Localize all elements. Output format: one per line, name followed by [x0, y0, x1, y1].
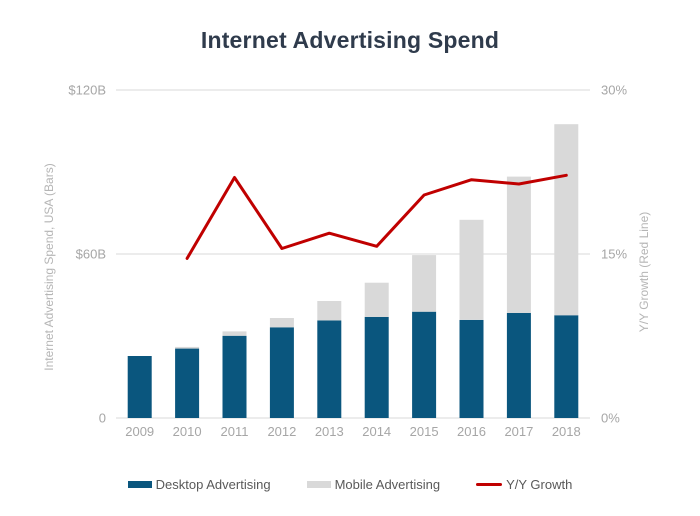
- right-axis-tick-30pct: 30%: [601, 83, 627, 98]
- left-axis-tick-60b: $60B: [76, 247, 106, 262]
- left-axis-tick-120b: $120B: [68, 83, 106, 98]
- x-tick-label-2009: 2009: [125, 424, 154, 439]
- bar-mobile-2013: [317, 301, 342, 321]
- bar-mobile-2014: [364, 282, 389, 317]
- growth-line: [185, 173, 568, 260]
- bar-series-group: [127, 124, 579, 418]
- bar-desktop-2016: [459, 319, 484, 418]
- bar-mobile-2016: [459, 219, 484, 320]
- bar-mobile-2018: [554, 124, 579, 316]
- right-axis-tick-0pct: 0%: [601, 411, 620, 426]
- bar-desktop-2012: [269, 327, 294, 418]
- x-tick-label-2018: 2018: [552, 424, 581, 439]
- left-axis-title: Internet Advertising Spend, USA (Bars): [42, 163, 56, 370]
- bar-mobile-2015: [412, 255, 437, 312]
- chart-title: Internet Advertising Spend: [200, 27, 500, 53]
- legend-item-mobile-advertising: Mobile Advertising: [306, 477, 441, 492]
- legend-label-desktop: Desktop Advertising: [155, 477, 271, 492]
- x-tick-label-2011: 2011: [221, 424, 249, 439]
- legend: Desktop Advertising Mobile Advertising Y…: [0, 477, 700, 492]
- right-axis-title: Y/Y Growth (Red Line): [637, 212, 651, 333]
- legend-label-growth: Y/Y Growth: [506, 477, 573, 492]
- right-axis-tick-15pct: 15%: [601, 247, 627, 262]
- x-tick-label-2016: 2016: [457, 424, 486, 439]
- bar-desktop-2014: [364, 316, 389, 418]
- bar-desktop-2015: [412, 311, 437, 418]
- x-axis-labels-group: 2009 2010 2011 2012 2013 2014 2015 2016 2017 2018: [125, 424, 581, 439]
- mobile-advertising-swatch-icon: [306, 481, 331, 488]
- desktop-advertising-swatch-icon: [127, 481, 152, 488]
- x-tick-label-2015: 2015: [410, 424, 439, 439]
- bar-desktop-2013: [317, 320, 342, 418]
- line-series-group: [185, 173, 568, 260]
- bar-mobile-2017: [506, 176, 531, 313]
- bar-desktop-2010: [175, 348, 200, 418]
- yy-growth-line-swatch-icon: [476, 483, 503, 486]
- x-tick-label-2012: 2012: [267, 424, 296, 439]
- legend-item-yy-growth: Y/Y Growth: [476, 477, 572, 492]
- legend-label-mobile: Mobile Advertising: [334, 477, 441, 492]
- x-tick-label-2010: 2010: [173, 424, 202, 439]
- bar-mobile-2012: [269, 318, 294, 328]
- bar-desktop-2009: [127, 356, 152, 418]
- x-tick-label-2013: 2013: [315, 424, 344, 439]
- x-tick-label-2017: 2017: [504, 424, 533, 439]
- bar-desktop-2017: [506, 313, 531, 418]
- bar-mobile-2010: [175, 346, 200, 349]
- legend-item-desktop-advertising: Desktop Advertising: [127, 477, 271, 492]
- bar-mobile-2011: [222, 331, 247, 336]
- left-axis-tick-0: 0: [99, 411, 106, 426]
- x-tick-label-2014: 2014: [362, 424, 391, 439]
- bar-desktop-2011: [222, 335, 247, 418]
- bar-desktop-2018: [554, 315, 579, 418]
